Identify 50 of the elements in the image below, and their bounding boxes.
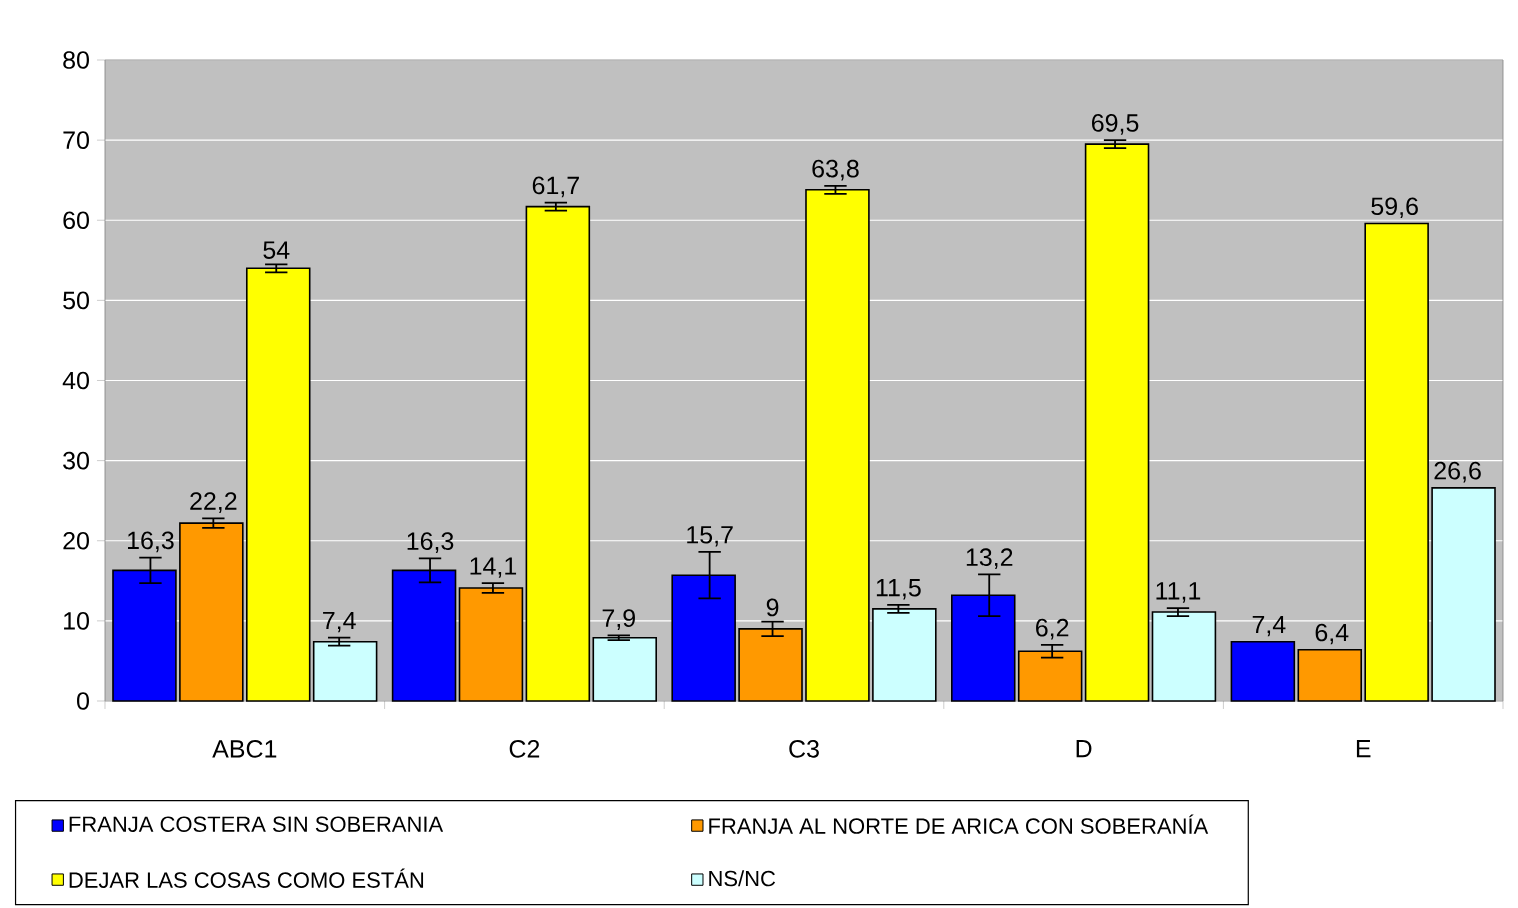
legend-label: FRANJA AL NORTE DE ARICA CON SOBERANÍA (709, 814, 1209, 834)
data-label: 7,9 (602, 609, 635, 630)
y-tick-label: 40 (62, 371, 89, 390)
data-label: 26,6 (1434, 461, 1481, 483)
data-label: 6,2 (1036, 618, 1069, 640)
bar (1364, 222, 1429, 702)
bar (805, 189, 870, 702)
bar (312, 640, 378, 702)
x-tick-label: D (1076, 740, 1092, 758)
bar (245, 267, 311, 702)
data-label: 63,8 (812, 159, 859, 181)
x-tick-label: E (1356, 740, 1371, 758)
bar (592, 636, 657, 702)
legend-label: FRANJA COSTERA SIN SOBERANIA (69, 816, 444, 832)
y-tick-label: 50 (63, 291, 89, 310)
data-label: 11,5 (876, 579, 921, 600)
data-label: 61,7 (532, 176, 579, 198)
bar (1084, 143, 1150, 702)
data-label: 54 (263, 241, 290, 259)
data-label: 16,3 (128, 531, 174, 553)
bar (1230, 640, 1296, 702)
legend-label: DEJAR LAS COSAS COMO ESTÁN (69, 868, 424, 888)
legend-label: NS/NC (709, 870, 776, 887)
bar (525, 205, 591, 702)
data-label: 13,2 (966, 548, 1013, 569)
data-label: 22,2 (190, 492, 237, 513)
data-label: 11,1 (1156, 582, 1201, 603)
data-label: 6,4 (1315, 623, 1349, 645)
y-tick-label: 10 (64, 612, 89, 630)
bar (1151, 611, 1217, 702)
y-tick-label: 30 (63, 451, 89, 470)
x-tick-label: ABC1 (212, 740, 277, 758)
data-label: 14,1 (470, 557, 517, 578)
bar (1431, 487, 1496, 702)
x-tick-label: C2 (509, 740, 540, 758)
bar (872, 608, 937, 702)
data-label: 59,6 (1371, 197, 1418, 219)
y-tick-label: 80 (63, 51, 89, 69)
x-tick-label: C3 (789, 740, 819, 758)
y-tick-label: 70 (63, 131, 89, 149)
bar (1297, 648, 1363, 702)
y-tick-label: 60 (63, 211, 89, 230)
data-label: 9 (766, 598, 779, 617)
y-tick-label: 0 (77, 692, 89, 710)
data-label: 15,7 (687, 526, 733, 547)
data-label: 16,3 (407, 532, 454, 553)
data-label: 7,4 (1252, 615, 1286, 637)
data-label: 69,5 (1092, 114, 1139, 135)
data-label: 7,4 (323, 611, 356, 633)
y-tick-label: 20 (63, 531, 89, 550)
